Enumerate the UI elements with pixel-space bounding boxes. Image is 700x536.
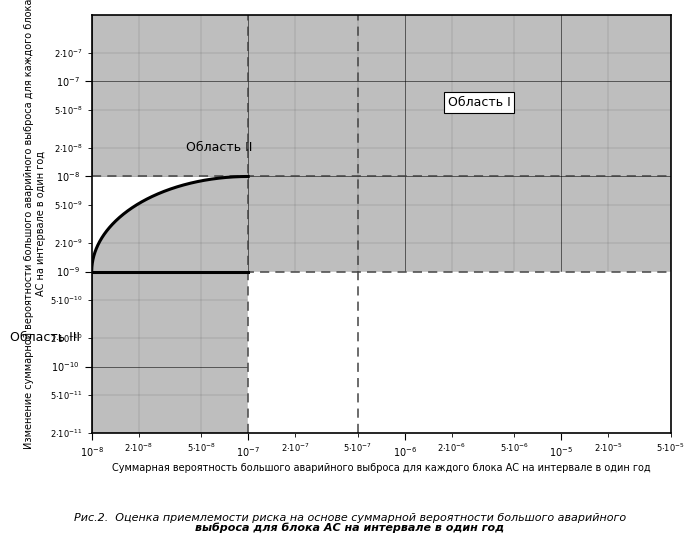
Polygon shape <box>92 176 248 433</box>
Text: Область II: Область II <box>186 142 252 154</box>
Text: выброса для блока АС на интервале в один год: выброса для блока АС на интервале в один… <box>195 522 505 533</box>
Text: Область III: Область III <box>10 331 80 345</box>
X-axis label: Суммарная вероятность большого аварийного выброса для каждого блока АС на интерв: Суммарная вероятность большого аварийног… <box>112 463 650 473</box>
Text: Рис.2.  Оценка приемлемости риска на основе суммарной вероятности большого авари: Рис.2. Оценка приемлемости риска на осно… <box>74 512 626 523</box>
Y-axis label: Изменение суммарной вероятности большого аварийного выброса для каждого блока
АС: Изменение суммарной вероятности большого… <box>25 0 46 449</box>
Text: Область I: Область I <box>448 96 511 109</box>
